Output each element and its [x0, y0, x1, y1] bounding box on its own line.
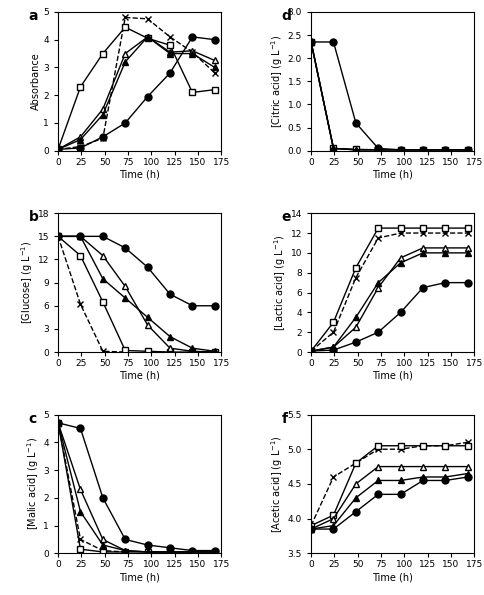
- Text: a: a: [29, 9, 38, 23]
- Text: c: c: [29, 412, 37, 426]
- Y-axis label: [Citric acid] (g L$^{-1}$): [Citric acid] (g L$^{-1}$): [269, 35, 285, 128]
- X-axis label: Time (h): Time (h): [372, 572, 413, 582]
- X-axis label: Time (h): Time (h): [372, 170, 413, 180]
- Y-axis label: [Malic acid] (g L$^{-1}$): [Malic acid] (g L$^{-1}$): [25, 437, 41, 531]
- Y-axis label: [Lactic acid] (g L$^{-1}$): [Lactic acid] (g L$^{-1}$): [272, 234, 288, 331]
- X-axis label: Time (h): Time (h): [119, 572, 160, 582]
- Text: d: d: [282, 9, 291, 23]
- Y-axis label: Absorbance: Absorbance: [30, 52, 41, 110]
- X-axis label: Time (h): Time (h): [119, 371, 160, 381]
- X-axis label: Time (h): Time (h): [119, 170, 160, 180]
- Y-axis label: [Acetic acid] (g L$^{-1}$): [Acetic acid] (g L$^{-1}$): [269, 435, 285, 533]
- X-axis label: Time (h): Time (h): [372, 371, 413, 381]
- Y-axis label: [Glucose] (g L$^{-1}$): [Glucose] (g L$^{-1}$): [19, 241, 35, 324]
- Text: b: b: [29, 211, 39, 224]
- Text: f: f: [282, 412, 287, 426]
- Text: e: e: [282, 211, 291, 224]
